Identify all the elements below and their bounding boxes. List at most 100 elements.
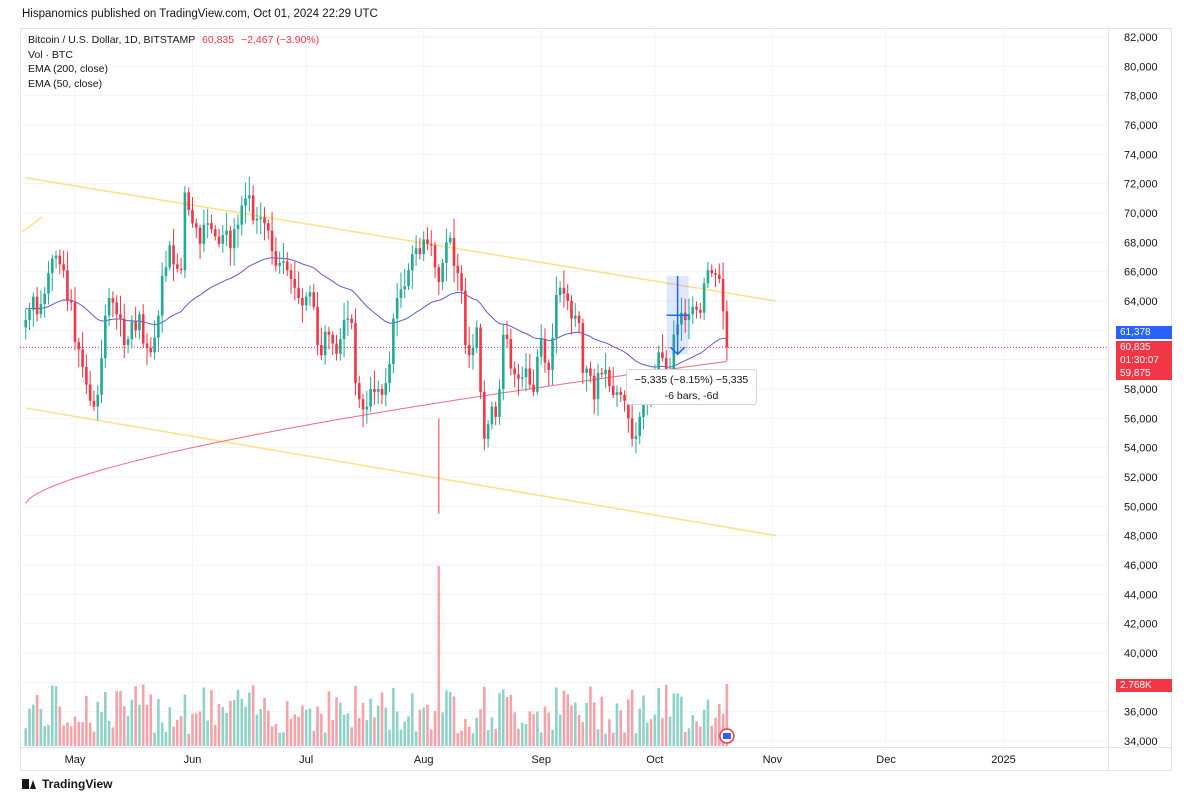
volume-bar: [702, 709, 706, 746]
volume-bar: [164, 732, 168, 746]
candle-body: [460, 273, 463, 291]
volume-bar: [217, 703, 221, 746]
volume-bar: [524, 723, 528, 746]
legend-ema-200[interactable]: EMA (200, close): [28, 63, 108, 75]
volume-bar: [35, 694, 39, 746]
chart-frame: [20, 28, 1172, 771]
volume-bar: [50, 685, 54, 746]
volume-bar: [483, 686, 486, 746]
volume-bar: [672, 693, 676, 746]
candle-body: [92, 400, 96, 407]
volume-bar: [244, 706, 247, 746]
candle-body: [524, 368, 528, 378]
volume-bar: [85, 696, 88, 746]
volume-bar: [604, 733, 607, 746]
ema-slow-price-label: 59,875: [1116, 367, 1172, 380]
volume-bar: [266, 710, 270, 746]
candle-body: [539, 339, 543, 357]
candle-body: [471, 347, 475, 356]
candle-body: [357, 383, 361, 400]
legend-symbol-row: Bitcoin / U.S. Dollar, 1D, BITSTAMP 60,8…: [28, 33, 319, 48]
volume-bar: [505, 697, 509, 746]
legend-volume[interactable]: Vol · BTC: [28, 48, 73, 61]
volume-bar: [350, 727, 353, 746]
candle-body: [179, 268, 183, 271]
volume-bar: [28, 708, 31, 746]
measure-change: −5,335 (−8.15%) −5,335: [634, 374, 749, 386]
candle-body: [251, 195, 255, 221]
volume-bar: [54, 686, 58, 746]
volume-bar: [683, 731, 687, 746]
candle-body: [270, 230, 274, 252]
candle-body: [596, 372, 600, 400]
volume-bar: [221, 707, 225, 746]
ema-50-line: [25, 257, 727, 368]
ema-200-line: [25, 361, 727, 504]
volume-bar: [445, 690, 448, 746]
candle-body: [236, 224, 240, 230]
volume-bar: [198, 711, 202, 746]
candle-body: [464, 290, 467, 345]
candle-body: [107, 298, 111, 316]
volume-bar: [634, 733, 638, 746]
volume-bar: [718, 703, 721, 746]
volume-bar: [501, 689, 505, 746]
x-tick-label: Nov: [763, 754, 783, 766]
candle-body: [244, 198, 247, 206]
volume-bar: [407, 716, 410, 746]
x-tick-label: May: [65, 754, 86, 766]
candle-body: [50, 258, 54, 274]
candle-body: [335, 343, 338, 354]
volume-bar: [160, 722, 164, 746]
volume-bar: [680, 696, 683, 746]
candle-body: [157, 315, 160, 338]
candle-body: [437, 267, 441, 282]
candle-body: [721, 279, 725, 312]
candle-body: [407, 270, 410, 287]
candle-body: [414, 248, 418, 255]
candle-body: [448, 237, 452, 243]
volume-bar: [335, 697, 338, 746]
candle-body: [198, 227, 202, 244]
volume-bar: [695, 721, 698, 746]
candle-body: [551, 337, 554, 370]
price-axis-divider: [1108, 28, 1109, 771]
candle-body: [479, 327, 482, 392]
candle-body: [194, 223, 198, 228]
candle-body: [172, 245, 175, 265]
volume-bar: [536, 711, 539, 746]
x-tick-label: Dec: [876, 754, 896, 766]
volume-bar: [119, 690, 122, 746]
y-tick-label: 50,000: [1124, 501, 1158, 513]
volume-bar: [653, 714, 657, 746]
volume-bar: [555, 687, 558, 746]
candle-body: [221, 235, 225, 244]
candle-body: [285, 261, 289, 271]
candle-body: [134, 321, 137, 331]
measure-tool: [666, 276, 735, 744]
volume-bar: [528, 711, 532, 746]
candle-body: [433, 245, 437, 268]
volume-bar: [122, 706, 126, 746]
candle-body: [164, 267, 168, 277]
ema-fast-price-label: 61,378: [1116, 326, 1172, 339]
bar-countdown: 01:30:07: [1120, 355, 1159, 366]
candle-body: [573, 315, 577, 319]
legend-ema-50[interactable]: EMA (50, close): [28, 77, 103, 90]
candle-body: [490, 406, 494, 425]
candle-body: [513, 368, 516, 375]
candle-body: [66, 270, 69, 301]
candle-body: [54, 255, 58, 259]
candle-body: [316, 306, 319, 345]
volume-bar: [111, 727, 115, 746]
candle-body: [69, 301, 73, 303]
volume-bar: [611, 732, 615, 746]
volume-bar: [630, 689, 634, 746]
volume-bar: [661, 718, 664, 746]
volume-bar: [619, 710, 623, 746]
volume-bar: [494, 728, 497, 746]
candle-body: [274, 251, 278, 266]
volume-bar: [642, 695, 645, 746]
candle-body: [266, 223, 270, 231]
